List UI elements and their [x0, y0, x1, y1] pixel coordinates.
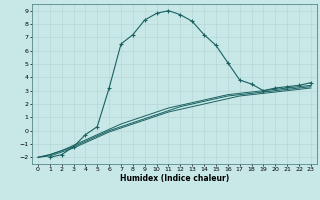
X-axis label: Humidex (Indice chaleur): Humidex (Indice chaleur): [120, 174, 229, 183]
